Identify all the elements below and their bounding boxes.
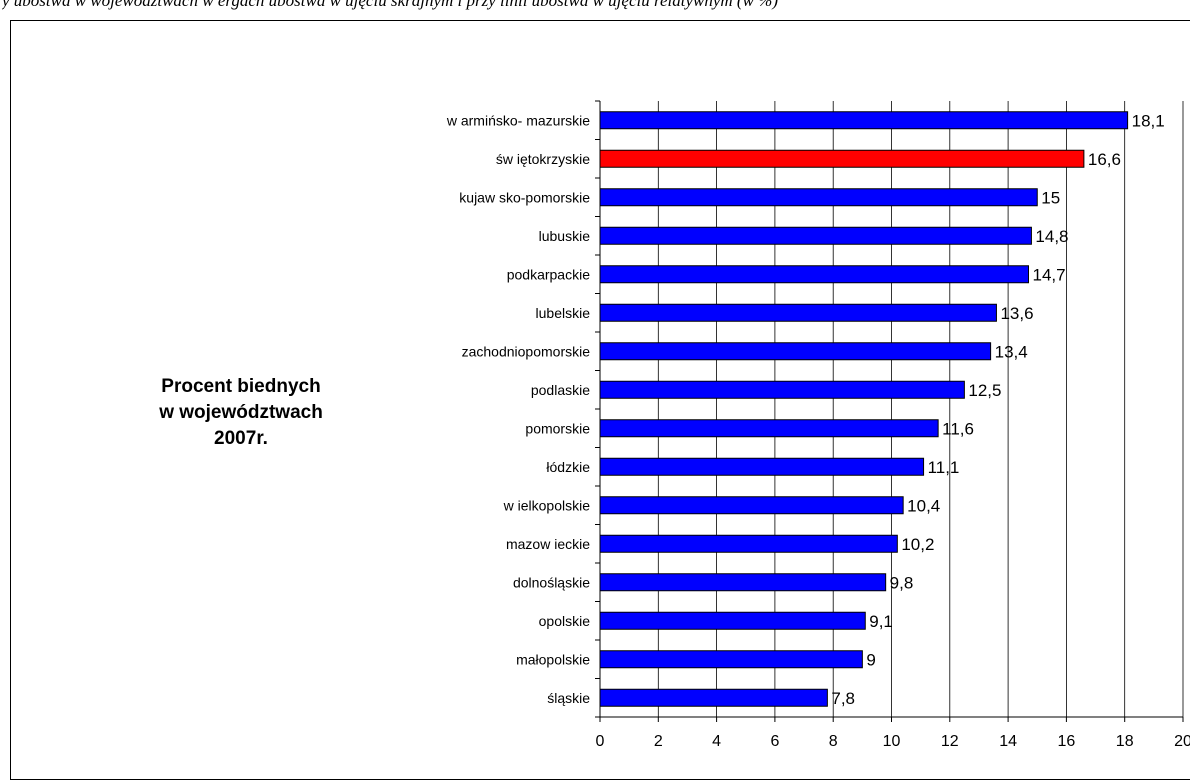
x-tick-label: 12 [941,733,959,750]
bar [599,303,997,322]
bar [599,573,887,592]
x-tick-label: 20 [1174,733,1190,750]
category-label: zachodniopomorskie [462,343,591,359]
x-tick-label: 18 [1116,733,1134,750]
bar [599,111,1129,130]
value-label: 10,2 [901,535,934,554]
x-tick-label: 10 [883,733,901,750]
category-label: pomorskie [525,420,590,436]
category-label: łódzkie [546,459,590,475]
value-label: 7,8 [831,689,855,708]
bar [599,226,1032,245]
category-label: śląskie [547,690,590,706]
value-label: 11,6 [942,419,974,438]
category-label: lubuskie [539,228,591,244]
value-label: 13,4 [995,342,1028,361]
bar [599,380,965,399]
x-tick-label: 2 [654,733,663,750]
category-label: lubelskie [536,305,591,321]
bar [599,688,828,707]
value-label: 14,7 [1033,265,1066,284]
value-label: 9,1 [869,612,893,631]
category-label: małopolskie [516,651,590,667]
bar [599,496,904,515]
category-label: podlaskie [531,382,590,398]
x-tick-label: 4 [712,733,721,750]
value-label: 9,8 [890,573,914,592]
value-label: 16,6 [1088,150,1121,169]
value-label: 14,8 [1035,227,1068,246]
category-label: św iętokrzyskie [496,151,590,167]
category-label: mazow ieckie [506,536,590,552]
x-tick-label: 6 [770,733,779,750]
value-label: 10,4 [907,496,940,515]
bar [599,188,1038,207]
value-label: 9 [866,650,875,669]
chart-title-line: Procent biednych [161,376,321,397]
value-label: 12,5 [968,381,1001,400]
category-label: dolnośląskie [513,574,590,590]
chart-title: Procent biednych w województwach 2007r. [96,374,386,452]
bar [599,149,1085,168]
value-label: 13,6 [1000,304,1033,323]
bar [599,419,939,438]
bar [599,265,1030,284]
bar [599,342,992,361]
x-tick-label: 16 [1058,733,1076,750]
bar [599,650,863,669]
category-label: kujaw sko-pomorskie [459,189,590,205]
category-label: podkarpackie [507,266,590,282]
value-label: 18,1 [1132,111,1165,130]
category-label: w ielkopolskie [503,497,591,513]
category-label: w armińsko- mazurskie [446,112,590,128]
bar [599,457,925,476]
value-label: 11,1 [928,458,960,477]
value-label: 15 [1041,188,1060,207]
category-label: opolskie [539,613,591,629]
chart-title-line: 2007r. [214,428,268,449]
chart-title-line: w województwach [159,402,323,423]
x-tick-label: 14 [999,733,1017,750]
bar [599,611,866,630]
top-caption: y ubóstwa w województwach w ergach ubóst… [2,0,778,10]
bar [599,534,898,553]
x-tick-label: 0 [596,733,605,750]
x-tick-label: 8 [829,733,838,750]
